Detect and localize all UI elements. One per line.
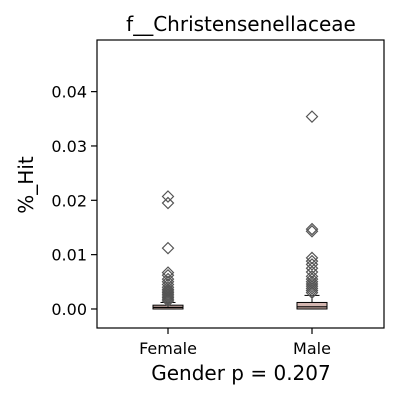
x-tick-label: Male	[293, 339, 331, 358]
outlier-point	[161, 268, 175, 282]
y-tick-label: 0.01	[51, 246, 87, 265]
outlier-point	[305, 272, 319, 286]
y-tick-label: 0.00	[51, 300, 87, 319]
box-group-male	[296, 110, 328, 310]
outlier-point	[305, 254, 319, 268]
outlier-point	[161, 241, 175, 255]
outlier-point	[161, 275, 175, 289]
outlier-point	[161, 283, 175, 296]
outlier-point	[161, 190, 175, 203]
chart-title: f__Christensenellaceae	[126, 12, 356, 36]
y-axis-title: %_Hit	[14, 156, 38, 214]
box-iqr	[296, 301, 328, 310]
outlier-point	[161, 266, 175, 279]
plot-area	[96, 39, 385, 329]
outlier-point	[305, 224, 319, 238]
box-group-female	[152, 190, 184, 310]
outlier-point	[161, 196, 175, 210]
outlier-point	[305, 275, 319, 289]
outlier-point	[305, 251, 319, 265]
y-tick-label: 0.02	[51, 191, 87, 210]
x-tick-label: Female	[139, 339, 197, 358]
outlier-point	[161, 280, 175, 294]
outlier-point	[305, 222, 319, 236]
outlier-point	[161, 278, 175, 291]
outlier-point	[305, 277, 319, 291]
x-axis: Female Male	[139, 328, 331, 358]
outlier-point	[305, 110, 319, 123]
y-tick-label: 0.04	[51, 83, 87, 102]
outlier-point	[305, 261, 319, 275]
y-tick-label: 0.03	[51, 137, 87, 156]
outlier-point	[305, 258, 319, 271]
y-axis: 0.00 0.01 0.02 0.03 0.04	[51, 83, 97, 319]
x-axis-title: Gender p = 0.207	[151, 361, 330, 385]
plot-frame	[96, 39, 385, 329]
